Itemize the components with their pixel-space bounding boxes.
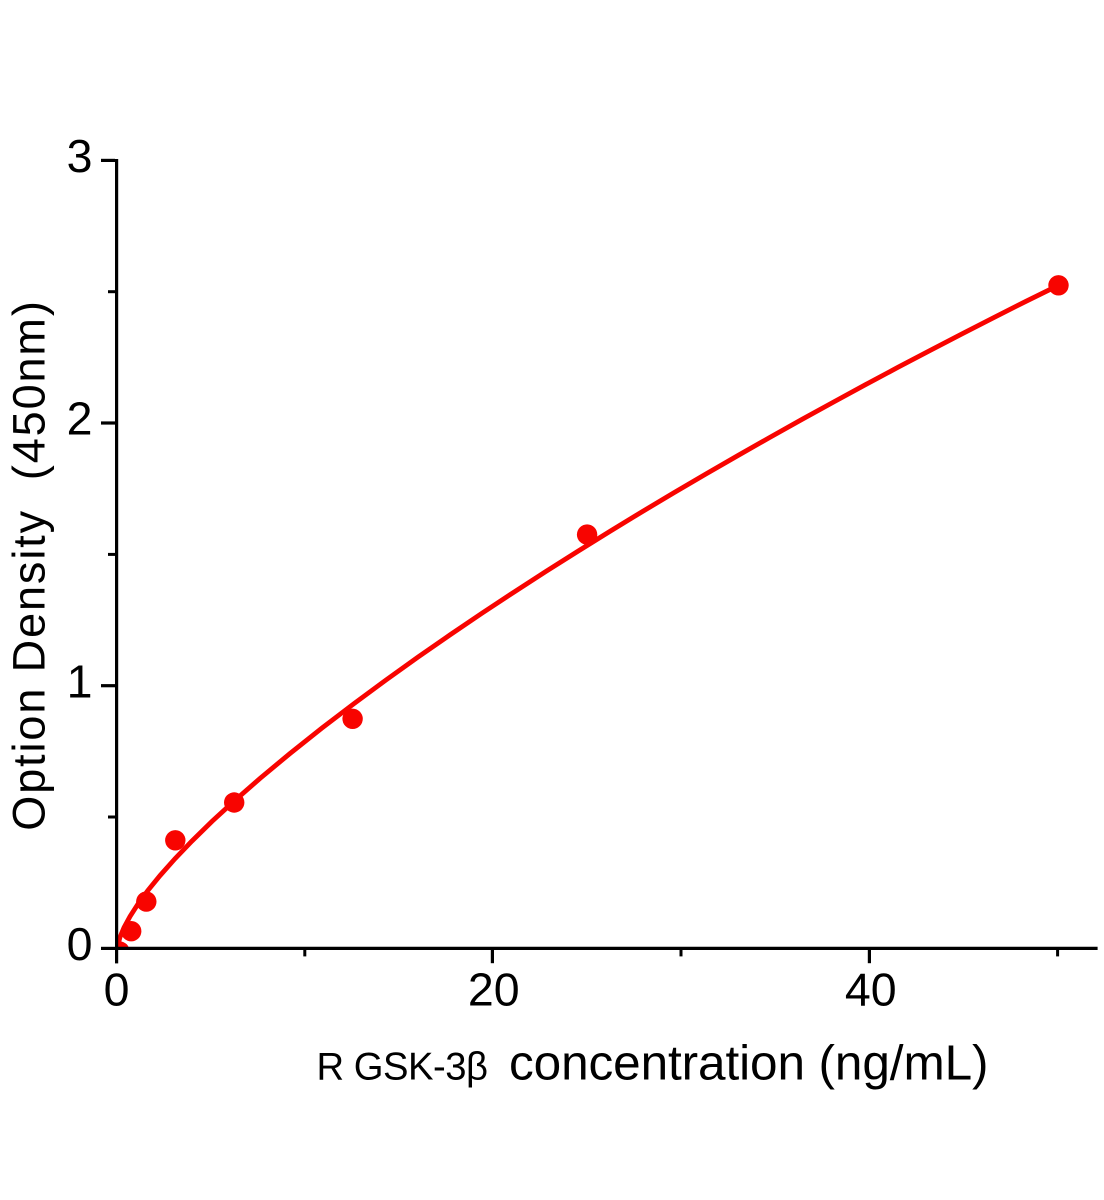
svg-text:40: 40: [845, 964, 897, 1016]
svg-text:20: 20: [468, 964, 520, 1016]
svg-text:R GSK-3β: R GSK-3β: [317, 1045, 488, 1088]
svg-text:3: 3: [67, 130, 93, 182]
svg-text:1: 1: [67, 655, 93, 707]
svg-text:Option Density (450nm): Option Density (450nm): [4, 299, 55, 830]
svg-text:0: 0: [67, 918, 93, 970]
svg-text:concentration (ng/mL): concentration (ng/mL): [509, 1035, 988, 1090]
svg-text:0: 0: [104, 964, 130, 1016]
svg-text:2: 2: [67, 393, 93, 445]
